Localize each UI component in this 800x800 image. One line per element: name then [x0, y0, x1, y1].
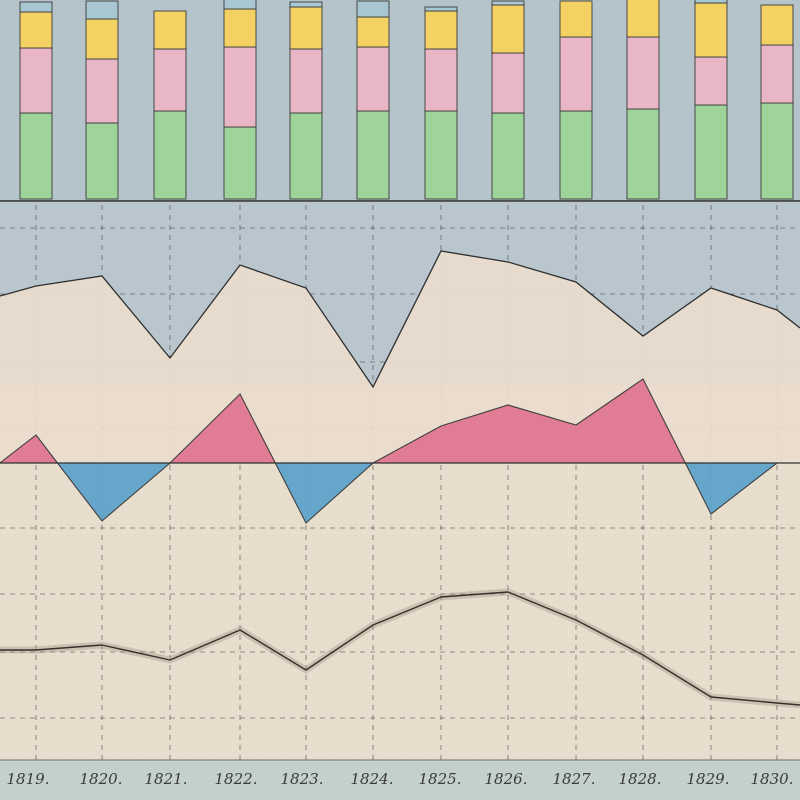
- bar-segment: [626, 108, 660, 200]
- bar-segment: [626, 0, 660, 38]
- stacked-bars: [19, 0, 794, 200]
- bar-panel-background: [0, 0, 800, 201]
- bar-segment: [85, 122, 119, 200]
- bar-segment: [694, 0, 728, 4]
- bar-segment: [85, 0, 119, 20]
- bar-segment: [223, 46, 257, 128]
- x-tick-label: 1829.: [687, 770, 730, 788]
- x-tick-label: 1821.: [145, 770, 188, 788]
- bar-segment: [19, 11, 53, 49]
- bar-segment: [223, 126, 257, 200]
- x-tick-label: 1820.: [80, 770, 123, 788]
- middle-diverging-area-chart: [0, 378, 800, 524]
- bar-segment: [424, 10, 458, 50]
- bar-segment: [356, 0, 390, 18]
- bar-segment: [19, 112, 53, 200]
- lower-line-chart: [0, 588, 800, 709]
- bar-segment: [760, 102, 794, 200]
- bar-segment: [424, 110, 458, 200]
- bar-segment: [694, 56, 728, 106]
- x-tick-label: 1825.: [419, 770, 462, 788]
- bar-segment: [559, 110, 593, 200]
- bar-segment: [491, 112, 525, 200]
- bar-segment: [153, 110, 187, 200]
- bar-segment: [356, 16, 390, 48]
- x-axis: 1819. 1820. 1821. 1822. 1823. 1824. 1825…: [7, 770, 794, 788]
- bar-segment: [694, 2, 728, 58]
- x-tick-label: 1819.: [7, 770, 50, 788]
- bar-segment: [491, 52, 525, 114]
- bar-segment: [289, 1, 323, 8]
- upper-area-line: [0, 250, 800, 389]
- bar-segment: [491, 4, 525, 54]
- x-tick-label: 1826.: [485, 770, 528, 788]
- bar-segment: [626, 36, 660, 110]
- bar-segment: [760, 44, 794, 104]
- bar-segment: [424, 6, 458, 12]
- bar-segment: [694, 104, 728, 200]
- x-tick-label: 1823.: [281, 770, 324, 788]
- x-tick-label: 1824.: [351, 770, 394, 788]
- bar-segment: [223, 8, 257, 48]
- bar-segment: [153, 48, 187, 112]
- bar-segment: [424, 48, 458, 112]
- bar-segment: [289, 48, 323, 114]
- bar-segment: [760, 4, 794, 46]
- bar-segment: [289, 112, 323, 200]
- bar-segment: [356, 110, 390, 200]
- bar-segment: [289, 6, 323, 50]
- bar-segment: [19, 1, 53, 13]
- bar-segment: [85, 58, 119, 124]
- x-tick-label: 1828.: [619, 770, 662, 788]
- x-tick-label: 1830.: [751, 770, 794, 788]
- bar-segment: [223, 0, 257, 10]
- line-series: [0, 591, 800, 706]
- x-tick-label: 1822.: [215, 770, 258, 788]
- bar-segment: [559, 0, 593, 38]
- x-tick-label: 1827.: [553, 770, 596, 788]
- bar-segment: [356, 46, 390, 112]
- bar-segment: [559, 36, 593, 112]
- bar-segment: [85, 18, 119, 60]
- bar-segment: [491, 0, 525, 6]
- bar-segment: [19, 47, 53, 114]
- bar-segment: [153, 10, 187, 50]
- axis-band-background: [0, 760, 800, 800]
